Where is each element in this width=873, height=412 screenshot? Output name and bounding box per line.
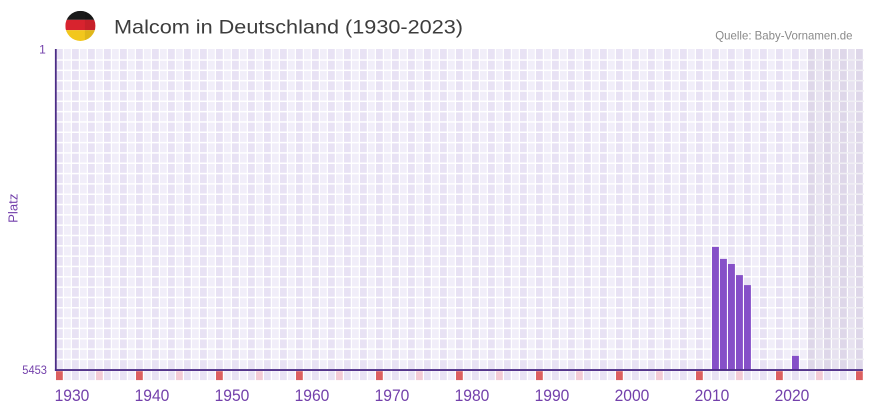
svg-text:Malcom in Deutschland (1930-20: Malcom in Deutschland (1930-2023) — [114, 17, 463, 39]
svg-text:1980: 1980 — [455, 387, 490, 405]
svg-text:2020: 2020 — [775, 387, 810, 405]
svg-text:1940: 1940 — [135, 387, 170, 405]
svg-text:1: 1 — [39, 43, 46, 57]
svg-text:2010: 2010 — [695, 387, 730, 405]
svg-text:5453: 5453 — [22, 363, 47, 377]
svg-text:1960: 1960 — [295, 387, 330, 405]
svg-text:1970: 1970 — [375, 387, 410, 405]
svg-text:Platz: Platz — [5, 194, 20, 223]
svg-text:1950: 1950 — [215, 387, 250, 405]
svg-text:2000: 2000 — [615, 387, 650, 405]
svg-text:Quelle: Baby-Vornamen.de: Quelle: Baby-Vornamen.de — [715, 28, 853, 42]
svg-text:1990: 1990 — [535, 387, 570, 405]
svg-text:1930: 1930 — [55, 387, 90, 405]
